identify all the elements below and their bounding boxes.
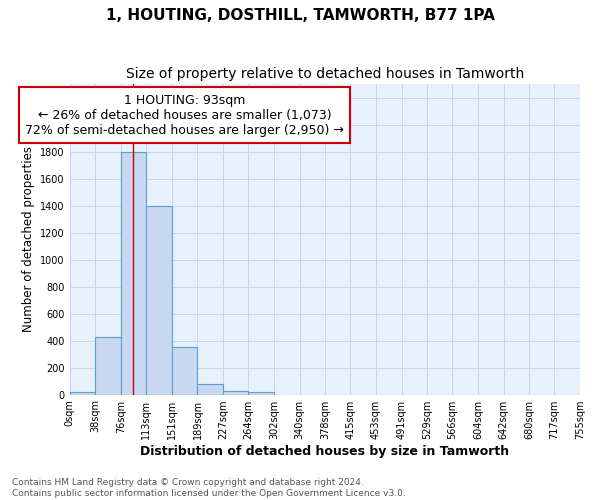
X-axis label: Distribution of detached houses by size in Tamworth: Distribution of detached houses by size … [140, 444, 509, 458]
Text: 1 HOUTING: 93sqm
← 26% of detached houses are smaller (1,073)
72% of semi-detach: 1 HOUTING: 93sqm ← 26% of detached house… [25, 94, 344, 136]
Bar [197, 384, 223, 394]
Bar [121, 152, 146, 394]
Bar [223, 390, 248, 394]
Bar [172, 348, 197, 395]
Text: 1, HOUTING, DOSTHILL, TAMWORTH, B77 1PA: 1, HOUTING, DOSTHILL, TAMWORTH, B77 1PA [106, 8, 494, 22]
Bar [146, 206, 172, 394]
Text: Contains HM Land Registry data © Crown copyright and database right 2024.
Contai: Contains HM Land Registry data © Crown c… [12, 478, 406, 498]
Bar [248, 392, 274, 394]
Title: Size of property relative to detached houses in Tamworth: Size of property relative to detached ho… [126, 68, 524, 82]
Bar [70, 392, 95, 394]
Y-axis label: Number of detached properties: Number of detached properties [22, 146, 35, 332]
Bar [95, 336, 121, 394]
